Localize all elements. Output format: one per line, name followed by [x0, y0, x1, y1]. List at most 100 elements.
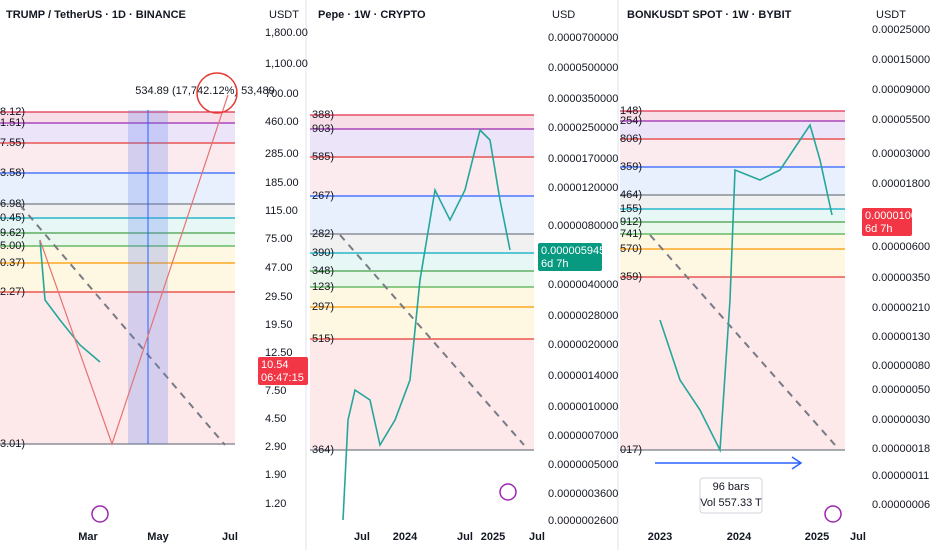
y-axis-label: 1,100.00	[265, 58, 308, 70]
fib-label: 123)	[312, 281, 334, 293]
price-line	[39, 239, 101, 363]
fib-label: 741)	[620, 228, 642, 240]
fib-zone	[0, 246, 235, 263]
x-axis-label: Jul	[850, 531, 866, 543]
bars-box	[699, 477, 763, 514]
fib-zone	[0, 204, 235, 218]
bars-volume: Vol 557.33 T	[700, 497, 762, 509]
y-axis-label: 0.0000170000	[548, 153, 618, 165]
x-axis-label: May	[147, 531, 169, 543]
y-axis-label: 0.0000007000	[548, 430, 618, 442]
y-axis-label: 0.00001800	[872, 178, 930, 190]
y-axis-label: 0.00000080	[872, 360, 930, 372]
y-axis-label: 0.0000500000	[548, 62, 618, 74]
fib-zone	[620, 195, 845, 209]
highlight-circle	[196, 72, 238, 114]
y-axis-label: 19.50	[265, 319, 293, 331]
y-axis-label: 29.50	[265, 291, 293, 303]
axis-unit: USDT	[269, 9, 299, 21]
x-axis-label: 2025	[481, 531, 505, 543]
y-axis-label: 0.00015000	[872, 54, 930, 66]
fib-zone	[310, 196, 534, 234]
y-axis-label: 0.00000130	[872, 331, 930, 343]
y-axis-label: 4.50	[265, 413, 286, 425]
fib-label: 267)	[312, 190, 334, 202]
fib-zone	[0, 292, 235, 444]
x-axis-label: Jul	[457, 531, 473, 543]
fib-label: 359)	[620, 161, 642, 173]
fib-zone	[310, 271, 534, 287]
fib-zone	[310, 234, 534, 253]
fib-label: 9.62)	[0, 227, 25, 239]
y-axis-label: 0.00000210	[872, 302, 930, 314]
x-axis-label: Jul	[222, 531, 238, 543]
fib-label: 2.27)	[0, 286, 25, 298]
fib-label: 348)	[312, 265, 334, 277]
fib-label: 0.45)	[0, 212, 25, 224]
fib-label: 585)	[312, 151, 334, 163]
fib-zone	[310, 253, 534, 271]
fib-zone	[0, 233, 235, 246]
y-axis-label: 0.00000600	[872, 241, 930, 253]
fib-label: 7.55)	[0, 137, 25, 149]
y-axis-label: 700.00	[265, 88, 299, 100]
y-axis-label: 0.0000014000	[548, 370, 618, 382]
fib-label: 1.51)	[0, 117, 25, 129]
measure-annotation: 534.89 (17,742.12%) 53,489	[135, 85, 274, 97]
price-tag-value: 10.54	[261, 359, 289, 371]
fib-zone	[310, 339, 534, 450]
y-axis-label: 0.0000040000	[548, 279, 618, 291]
y-axis-label: 0.0000002600	[548, 515, 618, 527]
price-tag-value: 0.00001004	[865, 210, 923, 222]
fib-zone	[620, 277, 845, 450]
fib-label: 282)	[312, 228, 334, 240]
fib-zone	[0, 123, 235, 143]
y-axis-label: 47.00	[265, 262, 293, 274]
y-axis-label: 0.00000011	[872, 470, 929, 482]
fib-zone	[310, 115, 534, 129]
fib-label: 388)	[312, 109, 334, 121]
price-tag-timer: 6d 7h	[541, 258, 569, 270]
fib-label: 390)	[312, 247, 334, 259]
fib-zone	[0, 112, 235, 123]
y-axis-label: 115.00	[265, 205, 298, 217]
fib-zone	[310, 157, 534, 196]
fib-label: 806)	[620, 133, 642, 145]
x-axis-label: 2024	[393, 531, 418, 543]
fib-label: 017)	[620, 444, 642, 456]
fib-zone	[620, 167, 845, 195]
fib-zone	[620, 139, 845, 167]
y-axis-label: 0.00000350	[872, 272, 930, 284]
y-axis-label: 0.0000010000	[548, 401, 618, 413]
fib-label: 359)	[620, 271, 642, 283]
trend-line	[19, 204, 226, 446]
y-axis-label: 285.00	[265, 148, 299, 160]
fib-label: 148)	[620, 105, 642, 117]
panel-title: BONKUSDT SPOT · 1W · BYBIT	[627, 9, 792, 21]
fib-label: 903)	[312, 123, 334, 135]
fib-label: 464)	[620, 189, 642, 201]
price-tag-timer: 06:47:15	[261, 372, 304, 384]
y-axis-label: 460.00	[265, 116, 299, 128]
axis-unit: USD	[552, 9, 575, 21]
y-axis-label: 0.0000080000	[548, 220, 618, 232]
y-axis-label: 0.0000005000	[548, 459, 618, 471]
y-axis-label: 0.0000350000	[548, 93, 618, 105]
y-axis-label: 12.50	[265, 347, 293, 359]
icon	[91, 505, 109, 523]
price-line	[342, 128, 511, 521]
icon	[824, 505, 842, 523]
y-axis-label: 0.00000018	[872, 443, 930, 455]
y-axis-label: 0.00000006	[872, 499, 930, 511]
y-axis-label: 1.90	[265, 469, 286, 481]
fib-label: 6.98)	[0, 198, 25, 210]
y-axis-label: 75.00	[265, 233, 293, 245]
fib-label: 3.01)	[0, 438, 25, 450]
y-axis-label: 0.00000050	[872, 384, 930, 396]
fib-label: 3.58)	[0, 167, 25, 179]
icon	[499, 483, 517, 501]
fib-zone	[0, 173, 235, 204]
bars-count: 96 bars	[713, 481, 750, 493]
projection	[39, 94, 229, 446]
fib-zone	[310, 129, 534, 157]
